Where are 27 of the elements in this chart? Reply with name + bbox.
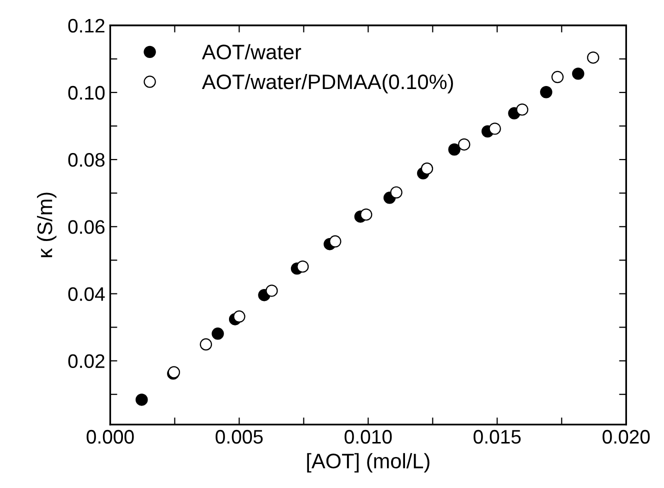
point (448, 143, 460, 156)
x-tick-label: 0.020 (602, 430, 650, 444)
x-tick-label: 0.000 (86, 430, 134, 444)
y-tick-label: 0.12 (68, 18, 104, 33)
point (540, 86, 552, 98)
legend-label: AOT/water/PDMAA(0.10%) (202, 74, 453, 94)
point (360, 208, 372, 221)
point (329, 235, 342, 248)
y-tick-label: 0.02 (68, 354, 104, 368)
y-tick-label: 0.06 (68, 220, 105, 234)
point (233, 310, 246, 323)
point (572, 68, 584, 80)
point (136, 394, 148, 406)
x-tick-label: 0.005 (216, 430, 263, 444)
point (212, 328, 224, 340)
x-tick-label: 0.015 (474, 430, 521, 444)
x-axis-title: [AOT] (mol/L) (307, 453, 430, 473)
point (296, 260, 309, 273)
point (420, 162, 434, 175)
y-axis-title: κ (S/m) (36, 192, 56, 258)
point (266, 284, 278, 297)
y-tick-label: 0.04 (68, 287, 105, 301)
x-tick-label: 0.010 (344, 430, 392, 444)
point (488, 122, 501, 135)
y-tick-label: 0.08 (68, 153, 105, 167)
legend-label: AOT/water (202, 44, 302, 60)
y-tick-label: 0.10 (68, 86, 105, 100)
